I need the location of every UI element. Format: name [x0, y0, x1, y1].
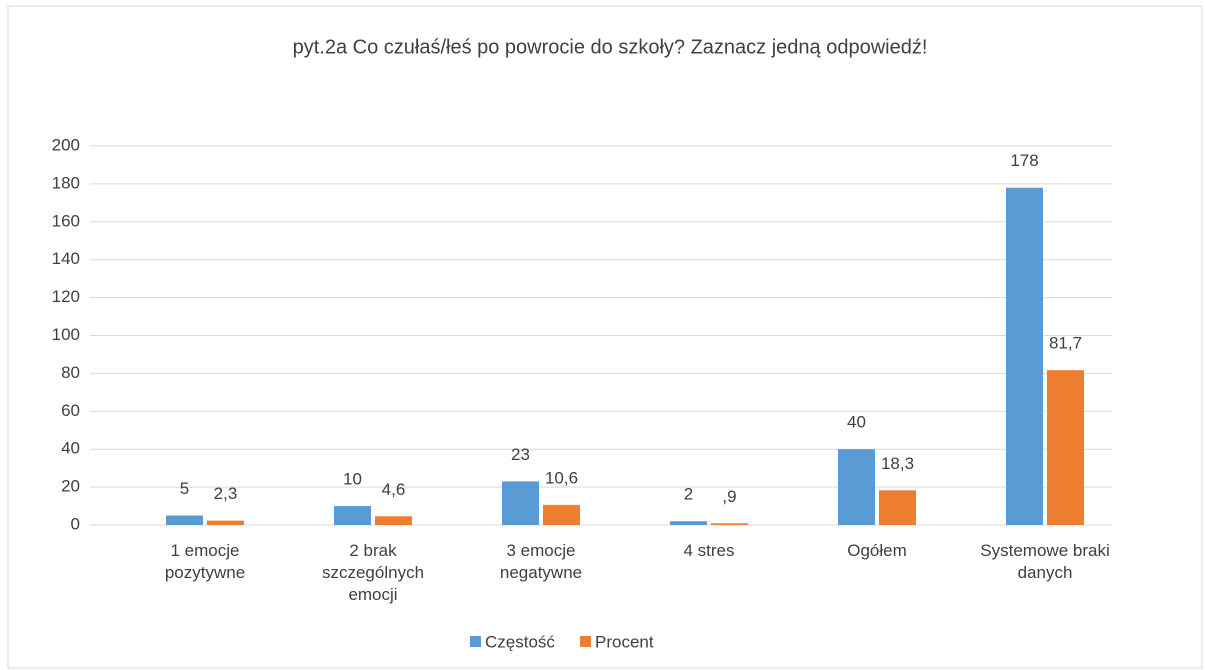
data-label: 4,6 [382, 480, 406, 499]
y-tick-label: 120 [52, 287, 80, 306]
legend-swatch [580, 636, 591, 647]
data-label: 2,3 [214, 484, 238, 503]
data-label: 23 [511, 445, 530, 464]
y-tick-label: 100 [52, 325, 80, 344]
bar [207, 520, 244, 525]
y-tick-label: 80 [61, 363, 80, 382]
legend-label: Procent [595, 632, 654, 651]
bar [1047, 370, 1084, 525]
y-tick-label: 60 [61, 401, 80, 420]
bar [543, 504, 580, 525]
data-label: 40 [847, 413, 866, 432]
y-tick-label: 200 [52, 135, 80, 154]
bar [502, 481, 539, 525]
data-label: 10 [343, 470, 362, 489]
y-tick-label: 40 [61, 439, 80, 458]
y-tick-label: 140 [52, 249, 80, 268]
bar [375, 516, 412, 525]
x-tick-label: Ogółem [847, 541, 907, 560]
legend-swatch [470, 636, 481, 647]
bar [334, 506, 371, 525]
data-label: 5 [180, 479, 189, 498]
x-tick-label: Systemowe braki danych [980, 541, 1110, 582]
bar [670, 521, 707, 525]
x-tick-label: 4 stres [683, 541, 735, 560]
data-label: 81,7 [1049, 334, 1082, 353]
y-tick-label: 20 [61, 477, 80, 496]
data-label: ,9 [722, 487, 736, 506]
y-tick-label: 0 [71, 514, 80, 533]
x-tick-label: 1 emocje pozytywne [164, 541, 246, 582]
bar [838, 449, 875, 525]
chart-border [7, 5, 1203, 669]
bar [1006, 187, 1043, 525]
y-tick-label: 180 [52, 173, 80, 192]
data-label: 178 [1010, 151, 1038, 170]
data-label: 10,6 [545, 468, 578, 487]
bar [166, 515, 203, 525]
bar [879, 490, 916, 525]
y-tick-label: 160 [52, 211, 80, 230]
data-label: 18,3 [881, 454, 914, 473]
legend-label: Częstość [485, 632, 555, 651]
bar [711, 523, 748, 525]
data-label: 2 [684, 485, 693, 504]
x-tick-label: 3 emocje negatywne [499, 541, 583, 582]
x-tick-label: 2 brak szczególnych emocji [321, 541, 425, 604]
chart-title: pyt.2a Co czułaś/łeś po powrocie do szko… [293, 36, 928, 58]
